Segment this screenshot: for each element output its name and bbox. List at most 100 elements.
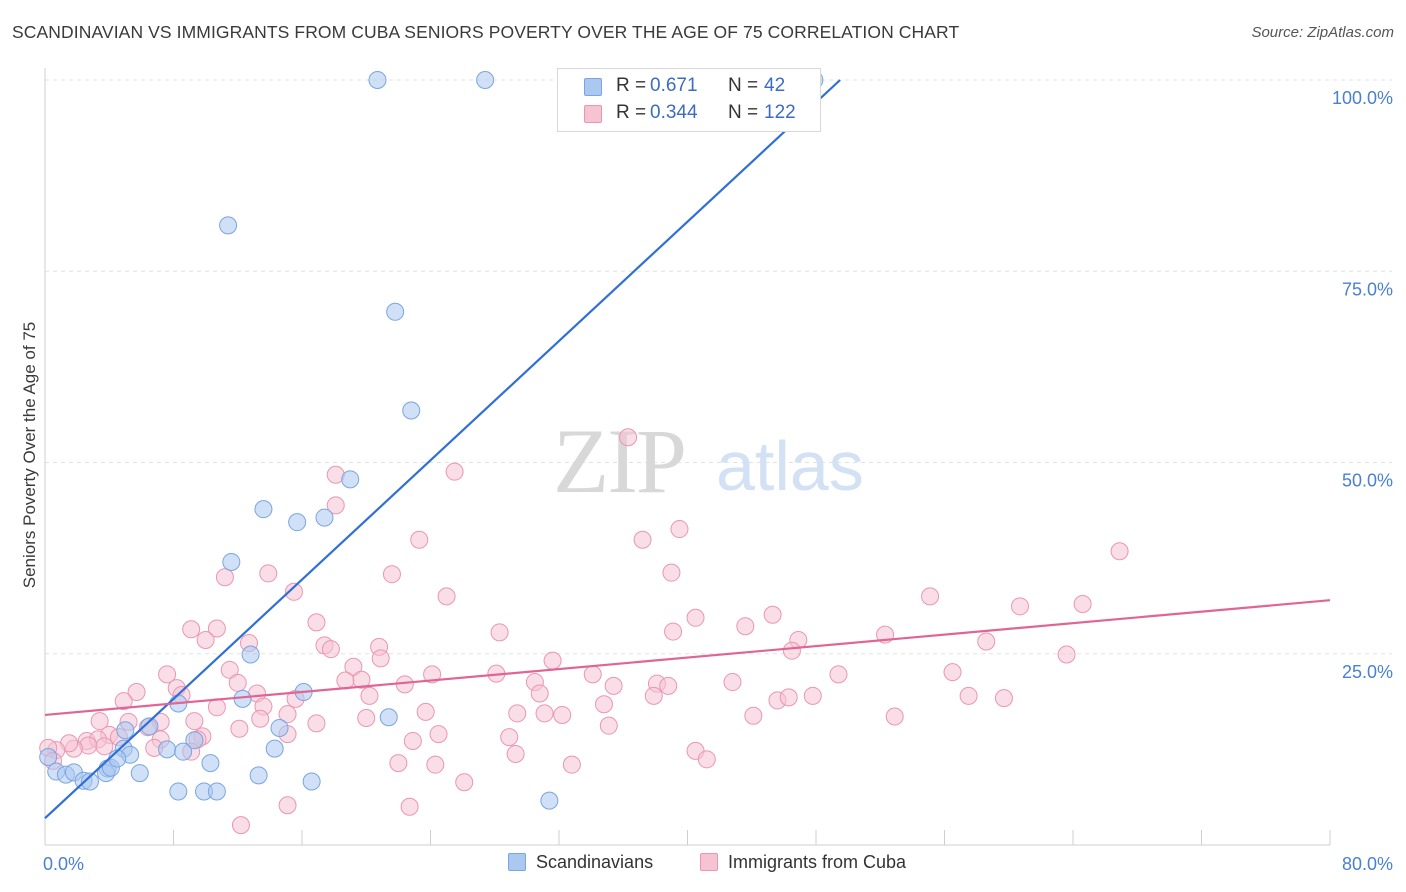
point-cuba <box>307 613 326 632</box>
point-cuba <box>445 462 464 481</box>
bottom-legend-swatch-cuba <box>700 853 718 871</box>
point-cuba <box>114 692 133 711</box>
point-scandinavians <box>476 71 495 89</box>
point-cuba <box>410 530 429 549</box>
watermark-atlas: atlas <box>716 427 864 505</box>
point-cuba <box>326 496 345 515</box>
point-cuba <box>885 707 904 726</box>
point-cuba <box>619 428 638 447</box>
point-cuba <box>196 630 215 649</box>
legend-r-label: R = <box>616 75 647 96</box>
point-cuba <box>423 665 442 684</box>
point-cuba <box>977 632 996 651</box>
point-cuba <box>185 712 204 731</box>
point-scandinavians <box>207 782 226 801</box>
point-cuba <box>943 663 962 682</box>
point-scandinavians <box>140 717 159 736</box>
series-cuba-points <box>39 428 1129 835</box>
point-cuba <box>357 709 376 728</box>
legend-r-value: 0.671 <box>650 75 698 96</box>
point-cuba <box>490 623 509 642</box>
y-tick-label: 75.0% <box>1342 279 1393 299</box>
chart-source: Source: ZipAtlas.com <box>1251 24 1394 41</box>
point-scandinavians <box>130 764 149 783</box>
point-cuba <box>382 565 401 584</box>
point-cuba <box>763 605 782 624</box>
point-cuba <box>284 582 303 601</box>
point-cuba <box>583 665 602 684</box>
point-cuba <box>594 695 613 714</box>
point-cuba <box>535 704 554 723</box>
y-tick-label: 50.0% <box>1342 471 1393 491</box>
x-tick-label: 80.0% <box>1342 854 1393 874</box>
point-cuba <box>1073 595 1092 614</box>
point-cuba <box>215 568 234 587</box>
point-cuba <box>508 704 527 723</box>
point-scandinavians <box>288 513 307 532</box>
point-cuba <box>336 671 355 690</box>
point-cuba <box>228 673 247 692</box>
point-cuba <box>416 702 435 721</box>
watermark-zip: ZIP <box>553 410 685 512</box>
point-scandinavians <box>368 71 387 89</box>
bottom-legend-swatch-scandinavians <box>508 853 526 871</box>
point-cuba <box>158 665 177 684</box>
point-cuba <box>553 705 572 724</box>
point-cuba <box>736 617 755 636</box>
bottom-legend-label-cuba: Immigrants from Cuba <box>728 852 907 872</box>
tick-labels: 25.0% 50.0% 75.0% 100.0% 0.0% 80.0% <box>43 88 1393 874</box>
point-cuba <box>994 689 1013 708</box>
point-cuba <box>251 709 270 728</box>
point-scandinavians <box>158 740 177 759</box>
point-scandinavians <box>39 748 58 767</box>
point-cuba <box>829 665 848 684</box>
legend-swatch-cuba <box>584 105 602 123</box>
point-cuba <box>921 587 940 606</box>
watermark: ZIP atlas <box>553 410 864 512</box>
legend-row-cuba: R = 0.344 N = 122 <box>558 101 820 127</box>
point-cuba <box>670 520 689 539</box>
point-scandinavians <box>402 401 421 420</box>
point-cuba <box>686 608 705 627</box>
point-scandinavians <box>386 302 405 321</box>
point-cuba <box>782 641 801 660</box>
point-scandinavians <box>169 782 188 801</box>
bottom-legend-cuba: Immigrants from Cuba <box>700 852 906 873</box>
point-cuba <box>360 686 379 705</box>
point-cuba <box>278 796 297 815</box>
point-cuba <box>230 719 249 738</box>
y-tick-label: 100.0% <box>1332 88 1393 108</box>
trend-lines <box>44 79 1331 820</box>
point-scandinavians <box>254 500 273 519</box>
point-cuba <box>321 640 340 659</box>
legend-r-value: 0.344 <box>650 102 698 123</box>
point-scandinavians <box>116 721 135 740</box>
point-scandinavians <box>219 216 238 235</box>
point-scandinavians <box>241 645 260 664</box>
point-cuba <box>604 676 623 695</box>
point-scandinavians <box>201 754 220 773</box>
legend-swatch-scandinavians <box>584 78 602 96</box>
gridlines <box>45 79 1392 655</box>
point-cuba <box>803 686 822 705</box>
point-scandinavians <box>249 766 268 785</box>
y-tick-label: 25.0% <box>1342 662 1393 682</box>
point-cuba <box>1057 645 1076 664</box>
point-cuba <box>403 731 422 750</box>
point-scandinavians <box>222 552 241 571</box>
point-scandinavians <box>80 772 99 791</box>
point-cuba <box>90 712 109 731</box>
point-scandinavians <box>540 791 559 810</box>
point-cuba <box>207 698 226 717</box>
point-cuba <box>344 657 363 676</box>
series-scandinavians-points <box>39 71 824 810</box>
point-cuba <box>259 564 278 583</box>
point-scandinavians <box>315 508 334 527</box>
point-cuba <box>506 744 525 763</box>
trend-line-cuba <box>44 599 1331 717</box>
point-cuba <box>1010 597 1029 616</box>
point-cuba <box>697 750 716 769</box>
point-cuba <box>659 676 678 695</box>
point-cuba <box>278 705 297 724</box>
